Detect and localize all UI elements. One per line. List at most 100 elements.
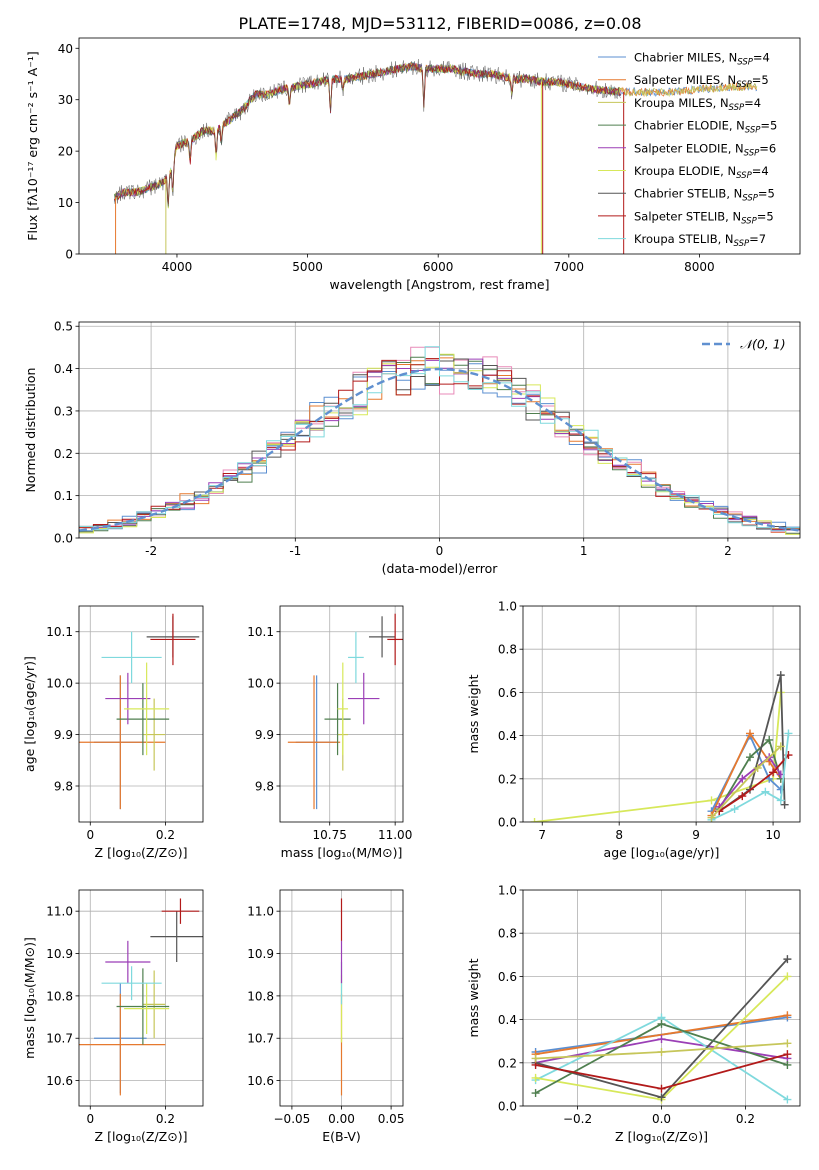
axes-frame xyxy=(279,605,404,823)
y-tick-label: 0.8 xyxy=(498,927,517,941)
x-tick-label: 9 xyxy=(692,828,700,842)
plot-area xyxy=(113,58,758,254)
x-tick-label: 0 xyxy=(86,828,94,842)
axes-frame xyxy=(78,605,204,823)
series-point-kroupa_miles xyxy=(783,1039,792,1048)
series-point-kroupa_miles xyxy=(776,742,785,751)
series-point-salpeter_elodie xyxy=(738,774,747,783)
y-tick-label: 9.9 xyxy=(255,728,274,742)
x-axis-label: Z [log₁₀(Z/Z⊙)] xyxy=(95,845,188,860)
x-tick-label: 10.75 xyxy=(313,828,347,842)
series-point-salpeter_stelib xyxy=(783,1050,792,1059)
y-tick-label: 11.0 xyxy=(247,905,274,919)
y-tick-label: 0.4 xyxy=(498,729,517,743)
y-tick-label: 10.8 xyxy=(247,989,274,1003)
plot-area xyxy=(79,606,203,822)
x-tick-label: 0.0 xyxy=(652,1112,671,1126)
x-tick-label: −0.05 xyxy=(274,1112,311,1126)
x-axis-label: Z [log₁₀(Z/Z⊙)] xyxy=(615,1129,708,1144)
y-tick-label: 0.8 xyxy=(498,643,517,657)
legend-label: Kroupa MILES, NSSP=4 xyxy=(634,96,761,113)
series-point-salpeter_elodie xyxy=(657,1035,666,1044)
series-line-salpeter_miles xyxy=(535,1014,788,1056)
panel-mass_vs_EBV: −0.05 0.00 0.05 10.6 10.7 10.8 10.9 11.0 E(B-V) xyxy=(247,889,405,1144)
y-tick-label: 0 xyxy=(65,248,73,262)
spectrum-line-chabrier_stelib xyxy=(114,58,621,207)
figure-title: PLATE=1748, MJD=53112, FIBERID=0086, z=0… xyxy=(238,14,641,33)
series-point-kroupa_elodie xyxy=(531,1073,540,1082)
series-point-kroupa_stelib xyxy=(783,1095,792,1104)
series-point-kroupa_stelib xyxy=(776,796,785,805)
plot-area xyxy=(79,890,203,1106)
series-point-kroupa_elodie xyxy=(530,818,539,822)
series-point-salpeter_miles xyxy=(745,729,754,738)
x-tick-label: 0.05 xyxy=(378,1112,405,1126)
series-point-chabrier_stelib xyxy=(783,955,792,964)
legend-label: Chabrier STELIB, NSSP=5 xyxy=(634,187,775,204)
panel-weight_vs_Z: −0.2 0.0 0.2 0.0 0.2 0.4 0.6 0.8 1.0 Z [log₁₀(Z/Z… xyxy=(466,884,801,1144)
y-axis-label: mass [log₁₀(M/M⊙)] xyxy=(22,937,37,1059)
y-tick-label: 20 xyxy=(58,145,73,159)
x-tick-label: 1 xyxy=(580,544,588,558)
x-tick-label: 0.2 xyxy=(156,828,175,842)
y-tick-label: 10.9 xyxy=(247,947,274,961)
plot-area xyxy=(523,606,800,822)
x-tick-label: 6000 xyxy=(423,260,454,274)
y-tick-label: 9.9 xyxy=(54,728,73,742)
y-tick-label: 0.4 xyxy=(54,362,73,376)
x-axis-label: age [log₁₀(age/yr)] xyxy=(604,845,720,860)
spectrum-line-salpeter_stelib xyxy=(114,62,621,205)
y-axis-label: Normed distribution xyxy=(23,368,38,493)
x-tick-label: 10 xyxy=(765,828,780,842)
panel-weight_vs_age: 7 8 9 10 0.0 0.2 0.4 0.6 0.8 1.0 age [log₁₀(age/yr… xyxy=(466,600,801,860)
legend-label: 𝒩(0, 1) xyxy=(740,337,786,352)
y-tick-label: 0.2 xyxy=(498,772,517,786)
x-tick-label: 0.00 xyxy=(328,1112,355,1126)
y-tick-label: 1.0 xyxy=(498,600,517,614)
x-axis-label: (data-model)/error xyxy=(382,561,499,576)
y-tick-label: 0.6 xyxy=(498,686,517,700)
y-tick-label: 30 xyxy=(58,93,73,107)
series-point-kroupa_stelib xyxy=(730,805,739,814)
x-tick-label: -1 xyxy=(289,544,301,558)
y-tick-label: 10.1 xyxy=(46,625,73,639)
panel-age_vs_mass: 10.75 11.00 9.8 9.9 10.0 10.1 mass [log₁₀(M/M⊙… xyxy=(247,605,412,860)
y-tick-label: 0.3 xyxy=(54,404,73,418)
y-tick-label: 9.8 xyxy=(54,780,73,794)
y-tick-label: 0.6 xyxy=(498,970,517,984)
y-tick-label: 10.0 xyxy=(46,677,73,691)
series-point-salpeter_stelib xyxy=(657,1084,666,1093)
panel-age_vs_Z: 0 0.2 9.8 9.9 10.0 10.1 Z [log₁₀(Z/Z⊙)] age [lo… xyxy=(22,605,204,860)
x-tick-label: −0.2 xyxy=(563,1112,592,1126)
y-tick-label: 10.9 xyxy=(46,947,73,961)
x-axis-label: mass [log₁₀(M/M⊙)] xyxy=(281,845,403,860)
series-point-salpeter_miles xyxy=(783,1011,792,1020)
series-line-chabrier_elodie xyxy=(718,738,782,810)
series-point-chabrier_stelib xyxy=(657,1093,666,1102)
histogram-kroupa_miles xyxy=(79,346,800,535)
panel-residuals: -2 -1 0 1 2 0.0 0.1 0.2 0.3 0.4 0.5 (data-model)/er… xyxy=(23,320,801,576)
legend-label: Kroupa STELIB, NSSP=7 xyxy=(634,232,766,249)
plot-area xyxy=(523,890,800,1106)
series-point-kroupa_miles xyxy=(531,1054,540,1063)
legend-label: Salpeter ELODIE, NSSP=6 xyxy=(634,141,776,158)
x-tick-label: 2 xyxy=(724,544,732,558)
spectrum-legend: Chabrier MILES, NSSP=4 Salpeter MILES, NS… xyxy=(598,51,777,249)
x-axis-label: E(B-V) xyxy=(322,1129,361,1144)
x-tick-label: 5000 xyxy=(292,260,323,274)
y-axis-label: Flux [fλ10⁻¹⁷ erg cm⁻² s⁻¹ A⁻¹] xyxy=(25,51,40,240)
series-point-chabrier_elodie xyxy=(657,1019,666,1028)
axes-frame xyxy=(78,37,801,255)
legend-label: Kroupa ELODIE, NSSP=4 xyxy=(634,164,769,181)
series-point-kroupa_miles xyxy=(657,1048,666,1056)
series-point-chabrier_elodie xyxy=(783,1060,792,1069)
y-tick-label: 10.6 xyxy=(46,1074,73,1088)
plot-area xyxy=(79,322,800,538)
x-tick-label: 8 xyxy=(615,828,623,842)
axes-frame xyxy=(522,605,801,823)
y-axis-label: mass weight xyxy=(466,958,481,1037)
series-line-salpeter_stelib xyxy=(718,754,790,812)
series-point-chabrier_elodie xyxy=(745,753,754,762)
series-point-salpeter_stelib xyxy=(738,792,747,801)
y-tick-label: 9.8 xyxy=(255,780,274,794)
